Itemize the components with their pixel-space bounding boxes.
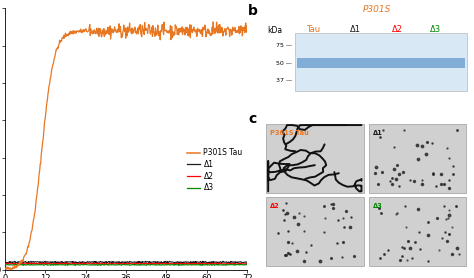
Bar xyxy=(297,58,465,68)
Bar xyxy=(369,123,466,193)
Text: kDa: kDa xyxy=(267,26,282,35)
Bar xyxy=(266,123,364,193)
Text: Δ2: Δ2 xyxy=(392,24,403,34)
Text: 50 —: 50 — xyxy=(276,61,292,66)
Text: Δ1: Δ1 xyxy=(373,130,383,136)
Text: P301S: P301S xyxy=(363,5,391,14)
Text: b: b xyxy=(248,4,258,18)
Bar xyxy=(369,197,466,266)
Text: c: c xyxy=(248,112,256,126)
Text: 75 —: 75 — xyxy=(276,43,292,48)
Text: P301S Tau: P301S Tau xyxy=(270,130,309,136)
Legend: P301S Tau, Δ1, Δ2, Δ3: P301S Tau, Δ1, Δ2, Δ3 xyxy=(183,145,246,195)
Text: 37 —: 37 — xyxy=(276,78,292,83)
Text: Δ2: Δ2 xyxy=(270,203,280,208)
Text: Δ3: Δ3 xyxy=(430,24,441,34)
Text: Tau: Tau xyxy=(307,24,320,34)
Text: Δ3: Δ3 xyxy=(373,203,383,208)
Bar xyxy=(294,33,467,91)
Text: Δ1: Δ1 xyxy=(350,24,361,34)
Bar xyxy=(266,197,364,266)
